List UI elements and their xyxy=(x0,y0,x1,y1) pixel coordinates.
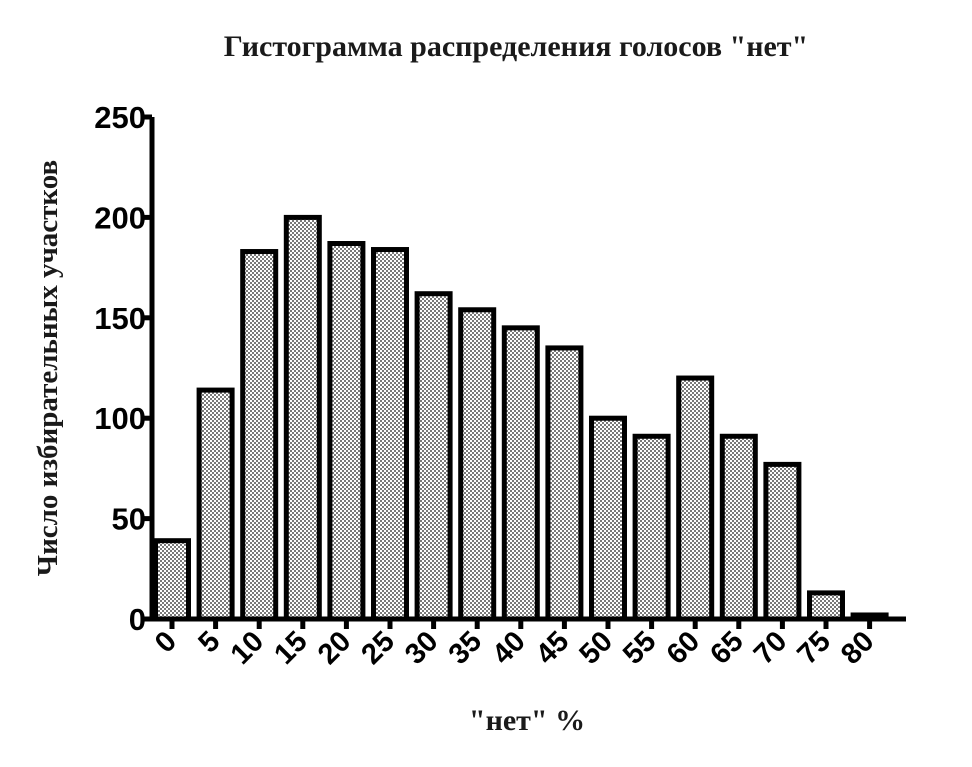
x-tick-label: 60 xyxy=(661,625,706,670)
bar-35 xyxy=(458,307,497,622)
x-tick-label: 5 xyxy=(193,625,227,659)
x-tick-label: 35 xyxy=(443,625,488,670)
y-axis: 0 50 100 150 200 250 xyxy=(94,100,155,637)
bar-30 xyxy=(414,291,453,622)
bar-15 xyxy=(283,214,322,622)
x-tick-label: 10 xyxy=(225,625,270,670)
y-tick-label: 250 xyxy=(94,100,146,135)
x-tick-label: 0 xyxy=(149,625,183,659)
bar-5 xyxy=(196,387,235,622)
y-tick-label: 50 xyxy=(112,502,146,537)
bar-25 xyxy=(371,247,409,622)
y-tick-label: 200 xyxy=(94,200,146,235)
bar-40 xyxy=(501,325,540,622)
x-tick-label: 75 xyxy=(792,625,837,670)
bar-50 xyxy=(589,415,627,622)
bar-75 xyxy=(807,590,845,622)
x-tick-label: 45 xyxy=(530,625,575,670)
x-axis-label: "нет" % xyxy=(469,704,585,737)
x-tick-label: 55 xyxy=(617,625,662,670)
bar-0 xyxy=(153,538,191,622)
y-tick-label: 100 xyxy=(94,401,146,436)
chart-title: Гистограмма распределения голосов "нет" xyxy=(224,30,808,63)
bar-55 xyxy=(632,433,671,622)
x-tick-label: 15 xyxy=(268,625,313,670)
x-tick-label: 30 xyxy=(399,625,444,670)
x-tick-label: 70 xyxy=(748,625,793,670)
x-tick-label: 65 xyxy=(704,625,749,670)
bar-70 xyxy=(763,461,802,622)
x-tick-label: 50 xyxy=(574,625,619,670)
x-tick-label: 40 xyxy=(486,625,531,670)
bar-65 xyxy=(719,433,758,622)
y-tick-label: 150 xyxy=(94,301,146,336)
bar-60 xyxy=(676,375,715,622)
y-axis-label: Число избирательных участков xyxy=(32,160,64,576)
bar-80 xyxy=(850,612,889,622)
bar-20 xyxy=(327,241,366,622)
bar-45 xyxy=(545,345,584,622)
x-tick-label: 25 xyxy=(356,625,401,670)
x-tick-label: 80 xyxy=(835,625,880,670)
x-tick-label: 20 xyxy=(312,625,357,670)
y-tick-label: 0 xyxy=(129,602,146,637)
bars-group xyxy=(153,214,889,622)
bar-10 xyxy=(240,249,279,622)
